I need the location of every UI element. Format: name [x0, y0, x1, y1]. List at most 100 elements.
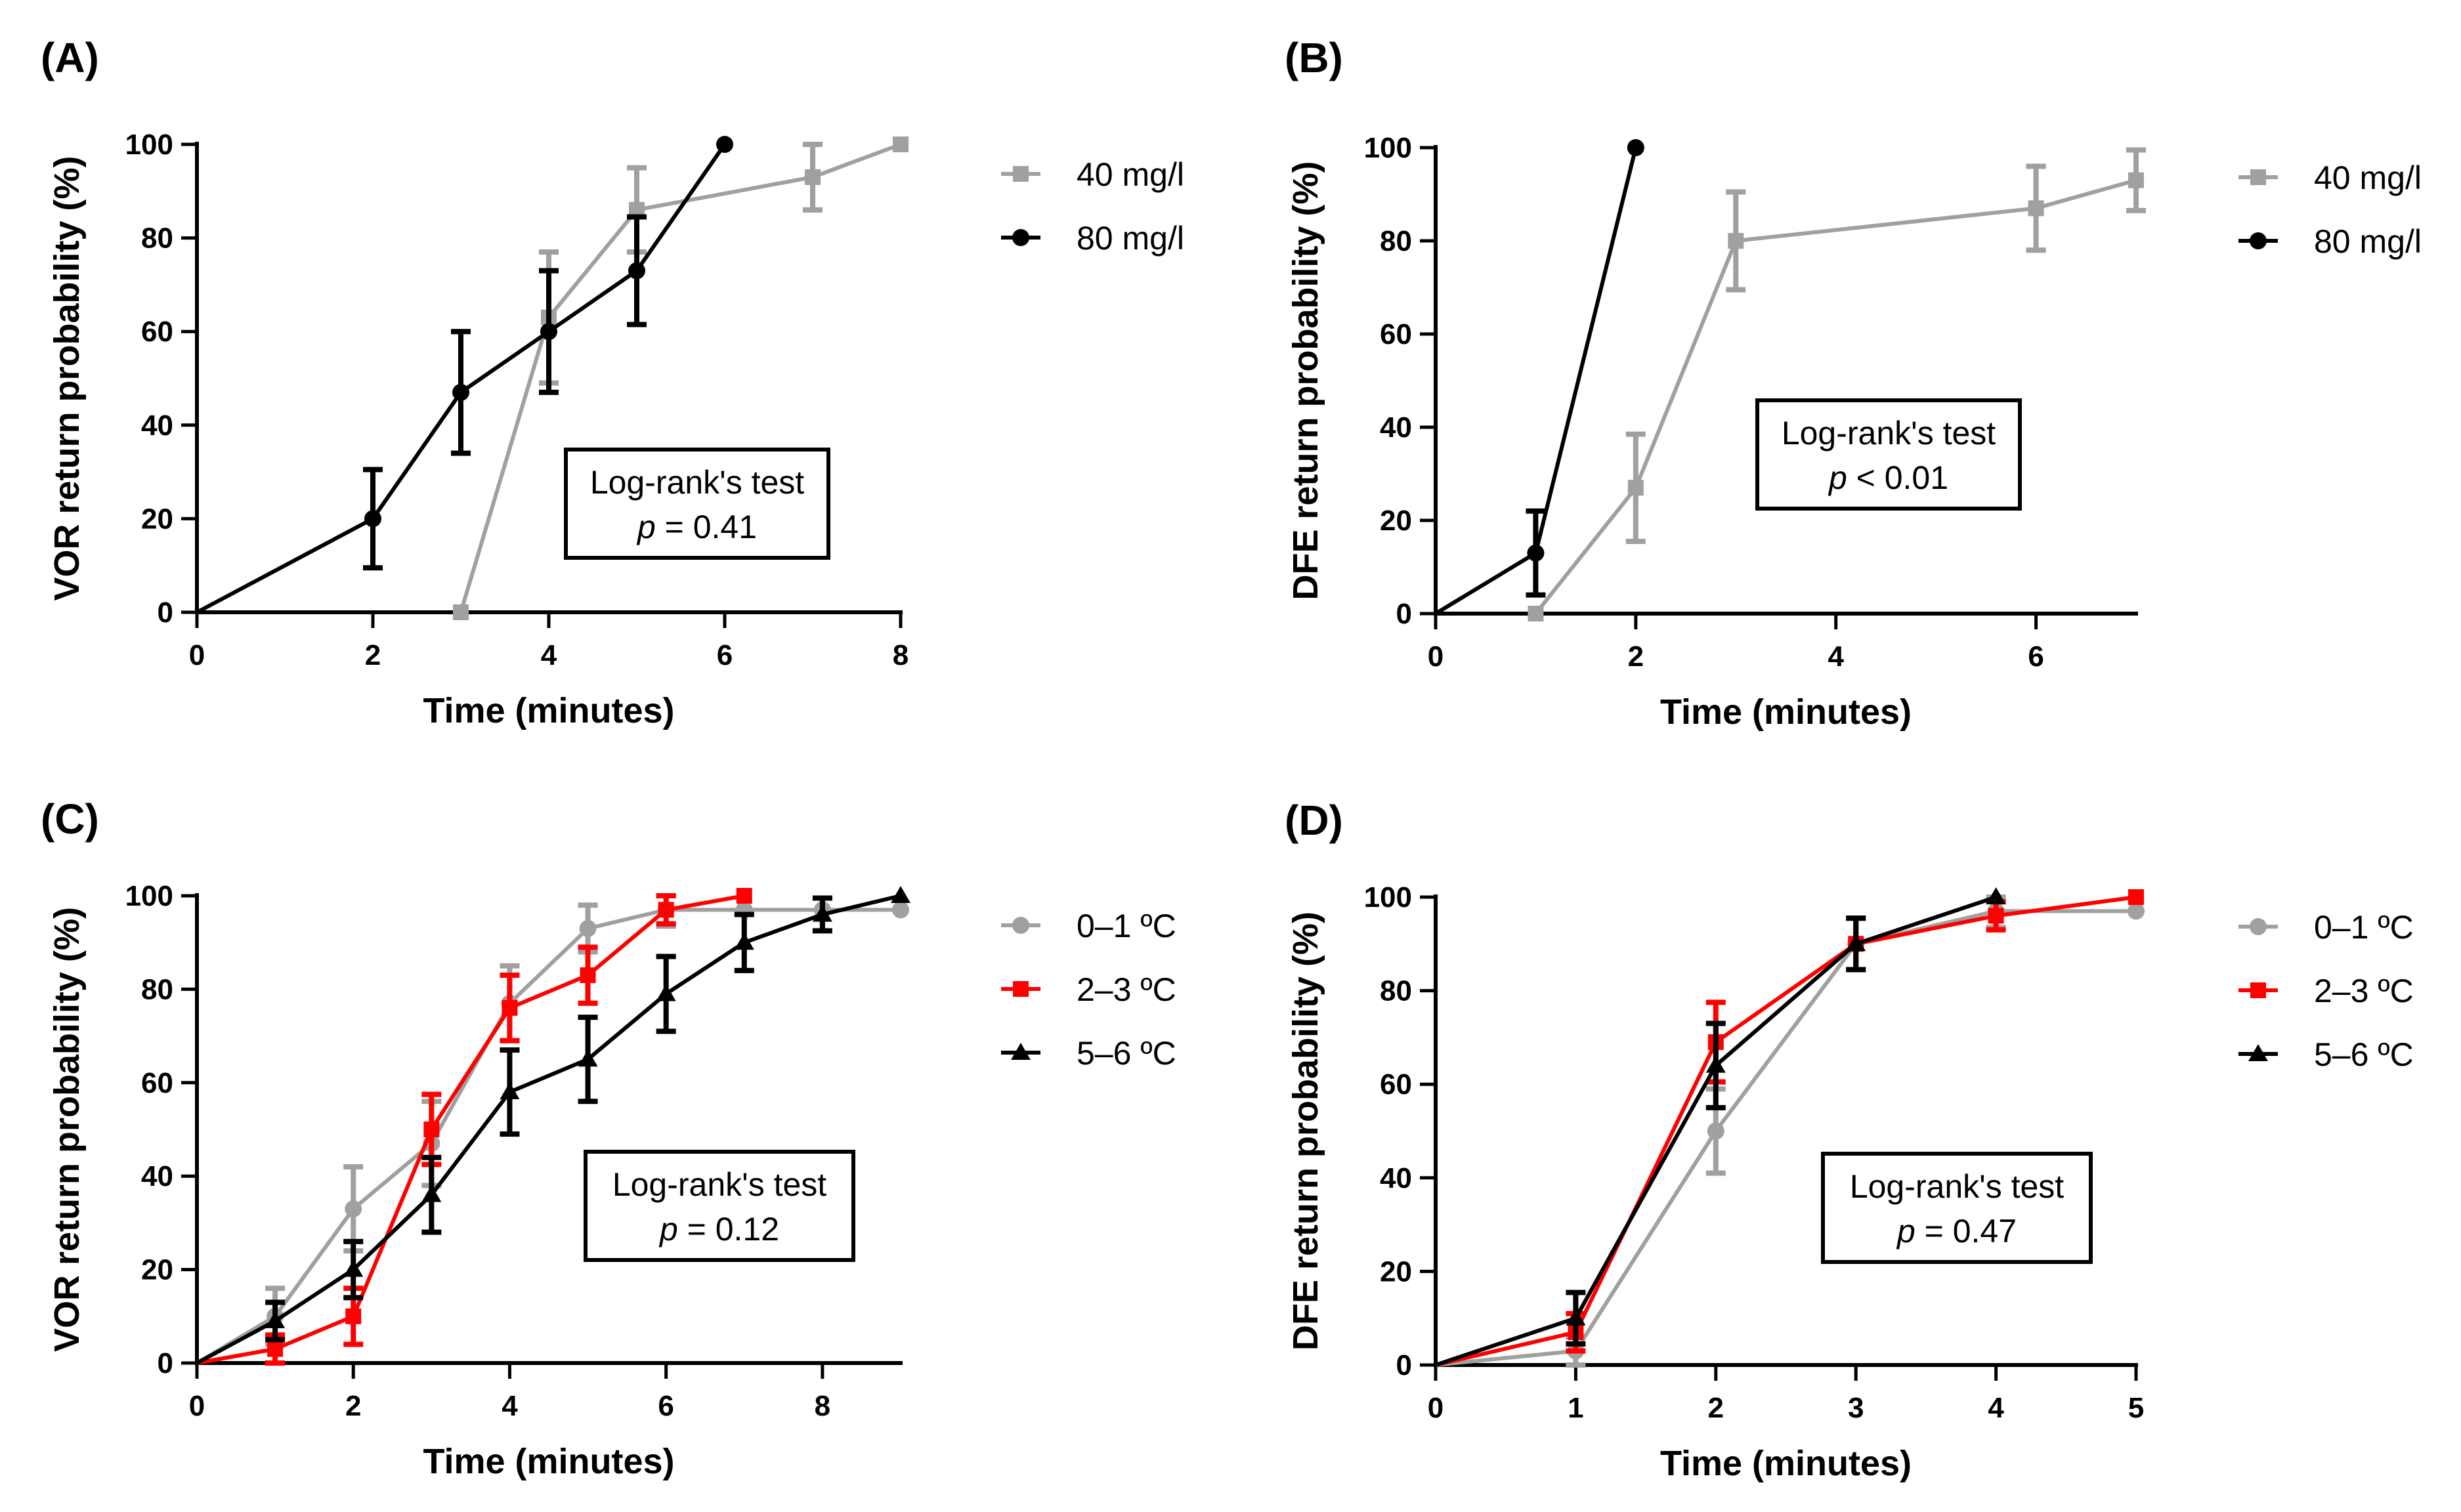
chart-panel-a: (A) 0 20 40 60 80 100 0 2 4 6 8 Time (minutes) VOR re…: [41, 34, 1184, 730]
panel-label: (A): [41, 34, 99, 81]
x-tick-label: 0: [1428, 640, 1444, 673]
series-line: [196, 894, 901, 1365]
test-title: Log-rank's test: [590, 464, 804, 501]
data-point: [812, 904, 832, 922]
legend-marker: [2250, 232, 2267, 249]
y-tick-label: 20: [1380, 1255, 1412, 1288]
data-point: [891, 886, 910, 903]
series-0: [1528, 147, 2146, 621]
legend-marker: [1013, 981, 1029, 997]
p-value: = 0.41: [656, 509, 757, 545]
legend-marker: [2250, 982, 2266, 998]
x-tick-label: 4: [1828, 640, 1844, 673]
legend-marker: [2250, 169, 2266, 185]
y-tick-label: 80: [1380, 975, 1412, 1007]
y-tick-label: 60: [141, 1067, 173, 1099]
x-tick-label: 6: [658, 1390, 674, 1422]
data-point: [453, 604, 469, 620]
y-tick-label: 60: [1380, 318, 1412, 350]
series-0: [1435, 894, 2145, 1368]
data-point: [734, 933, 754, 950]
data-point: [2128, 902, 2145, 920]
data-point: [579, 919, 597, 937]
x-tick-label: 2: [1708, 1392, 1724, 1424]
x-tick-label: 8: [893, 639, 909, 671]
p-symbol: p: [658, 1211, 678, 1248]
data-point: [265, 1311, 286, 1328]
legend-label: 40 mg/l: [2314, 159, 2422, 196]
x-tick-label: 4: [541, 639, 557, 671]
y-tick-label: 0: [158, 597, 173, 629]
y-axis-title: DFE return probability (%): [1286, 161, 1325, 600]
legend-label: 0–1 ºC: [1077, 908, 1176, 944]
chart-panel-c: (C) 0 20 40 60 80 100 0 2 4 6 8 Time (minutes) VOR re…: [41, 795, 1176, 1481]
legend-label: 2–3 ºC: [1077, 971, 1176, 1008]
legend-marker: [1013, 166, 1029, 182]
x-axis-title: Time (minutes): [1660, 1444, 1912, 1483]
data-point: [658, 902, 674, 918]
series-1: [196, 136, 733, 614]
x-tick-label: 1: [1568, 1392, 1583, 1424]
test-box: [1755, 398, 2022, 511]
series-0: [196, 893, 909, 1365]
x-tick-label: 5: [2128, 1392, 2144, 1424]
y-tick-label: 80: [1380, 225, 1412, 257]
legend: 0–1 ºC 2–3 ºC 5–6 ºC: [1001, 908, 1176, 1072]
test-title: Log-rank's test: [1782, 415, 1996, 452]
data-point: [2028, 200, 2044, 217]
data-point: [1566, 1308, 1586, 1326]
legend-marker: [2250, 918, 2267, 935]
x-tick-label: 0: [189, 639, 205, 671]
test-title: Log-rank's test: [612, 1166, 826, 1203]
series-1: [1435, 889, 2144, 1367]
y-tick-label: 60: [141, 316, 173, 348]
x-tick-label: 0: [1428, 1392, 1444, 1424]
series-line: [1534, 178, 2137, 615]
legend-label: 40 mg/l: [1077, 156, 1184, 193]
x-tick-label: 2: [345, 1390, 361, 1422]
data-point: [1988, 908, 2004, 924]
p-value: < 0.01: [1847, 459, 1948, 496]
data-point: [423, 1122, 440, 1137]
y-tick-label: 60: [1380, 1068, 1412, 1101]
legend-marker: [1011, 1043, 1031, 1060]
p-value: = 0.12: [678, 1211, 779, 1248]
series-line: [196, 908, 901, 1365]
y-tick-label: 0: [1396, 1349, 1412, 1381]
y-tick-label: 80: [141, 973, 173, 1005]
legend-marker: [1012, 229, 1029, 246]
data-point: [1705, 1055, 1726, 1073]
y-tick-label: 0: [158, 1347, 173, 1379]
data-point: [893, 136, 909, 152]
legend: 0–1 ºC 2–3 ºC 5–6 ºC: [2238, 909, 2414, 1073]
data-point: [1986, 887, 2006, 904]
legend: 40 mg/l 80 mg/l: [2238, 159, 2422, 260]
panel-label: (D): [1285, 797, 1343, 844]
data-point: [1846, 934, 1866, 952]
y-tick-label: 100: [125, 880, 173, 912]
data-point: [364, 510, 381, 528]
data-point: [1528, 606, 1544, 621]
legend-label: 80 mg/l: [2314, 223, 2422, 260]
data-point: [628, 262, 645, 280]
data-point: [1627, 139, 1644, 156]
y-tick-label: 0: [1396, 598, 1412, 630]
test-p-value: p = 0.41: [636, 509, 757, 545]
series-line: [1435, 909, 2136, 1367]
y-axis-title: VOR return probability (%): [47, 156, 87, 600]
x-tick-label: 2: [365, 639, 381, 671]
y-tick-label: 40: [1380, 1162, 1412, 1194]
data-point: [345, 1308, 362, 1324]
data-point: [578, 1049, 598, 1067]
data-point: [500, 1082, 520, 1100]
data-point: [736, 888, 752, 904]
x-tick-label: 6: [2028, 640, 2044, 673]
data-point: [452, 383, 469, 401]
y-tick-label: 80: [141, 222, 173, 255]
data-point: [421, 1185, 442, 1202]
test-box: [1821, 1152, 2093, 1264]
data-point: [892, 901, 909, 919]
test-p-value: p = 0.47: [1896, 1213, 2017, 1250]
test-box: [564, 448, 830, 560]
y-tick-label: 100: [1364, 881, 1412, 914]
